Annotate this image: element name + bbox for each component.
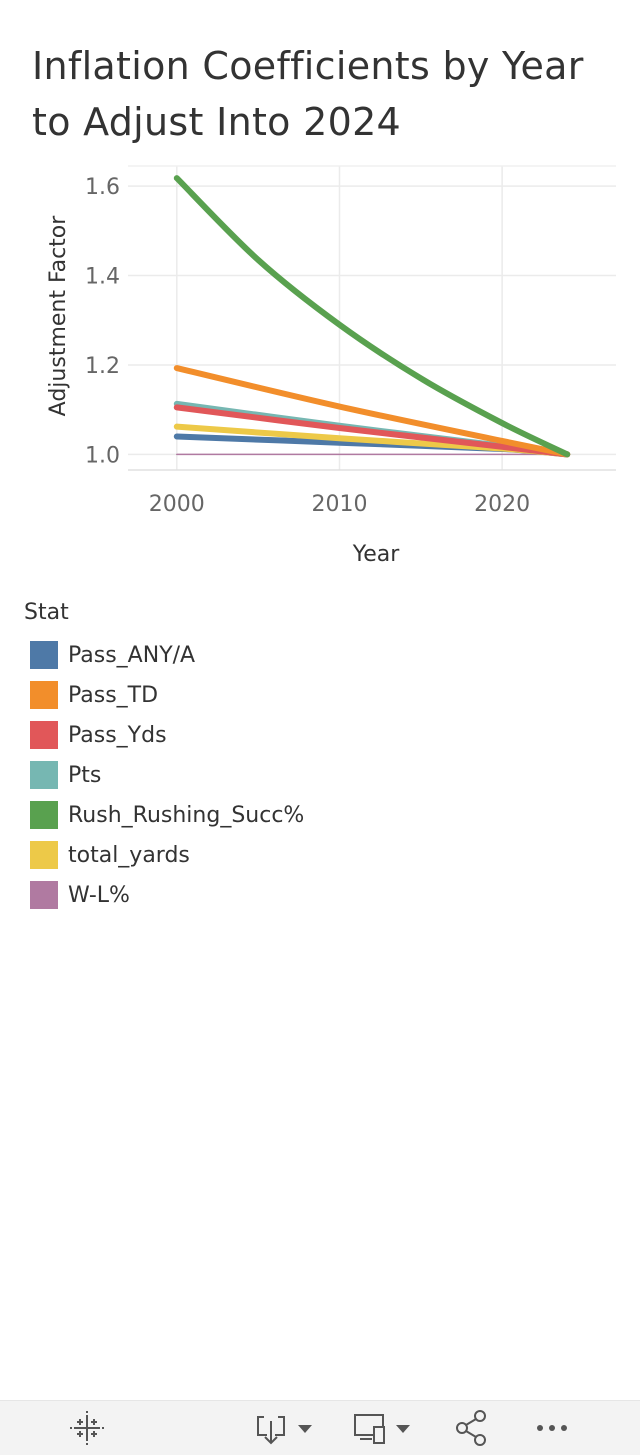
- axis-ticks: 2000 2010 2020 1.0 1.2 1.4 1.6: [85, 175, 530, 517]
- y-axis-label: Adjustment Factor: [46, 215, 71, 417]
- legend-item[interactable]: Pass_ANY/A: [24, 635, 304, 675]
- more-button[interactable]: [536, 1409, 568, 1447]
- tableau-logo-icon[interactable]: [68, 1409, 106, 1447]
- legend-label: total_yards: [68, 842, 190, 868]
- legend: Stat Pass_ANY/A Pass_TD Pass_Yds Pts Rush_Ru…: [24, 600, 304, 915]
- gridlines: [128, 165, 616, 471]
- legend-item[interactable]: W-L%: [24, 875, 304, 915]
- y-tick-label: 1.4: [85, 265, 120, 290]
- legend-label: Rush_Rushing_Succ%: [68, 802, 305, 828]
- x-tick-label: 2010: [311, 492, 367, 517]
- legend-item[interactable]: Pass_TD: [24, 675, 304, 715]
- legend-label: Pass_ANY/A: [68, 642, 196, 668]
- legend-item[interactable]: Rush_Rushing_Succ%: [24, 795, 304, 835]
- legend-label: W-L%: [68, 882, 130, 908]
- legend-item[interactable]: Pts: [24, 755, 304, 795]
- legend-swatch: [30, 801, 58, 829]
- x-tick-label: 2000: [149, 492, 205, 517]
- series-line-pass-td[interactable]: [173, 365, 571, 458]
- device-layout-icon: [354, 1414, 410, 1444]
- series-line-rush-rushing-succ-[interactable]: [173, 175, 571, 458]
- y-tick-label: 1.0: [85, 443, 120, 468]
- series-lines: [173, 175, 571, 458]
- x-axis-label: Year: [352, 542, 401, 567]
- y-tick-label: 1.2: [85, 354, 120, 379]
- more-icon: [537, 1425, 567, 1431]
- chart-area: 2000 2010 2020 1.0 1.2 1.4 1.6 Year Adjustment…: [46, 165, 616, 567]
- device-layout-button[interactable]: [352, 1409, 414, 1447]
- legend-label: Pass_Yds: [68, 722, 167, 748]
- legend-swatch: [30, 881, 58, 909]
- legend-swatch: [30, 761, 58, 789]
- legend-swatch: [30, 841, 58, 869]
- legend-swatch: [30, 681, 58, 709]
- legend-item[interactable]: Pass_Yds: [24, 715, 304, 755]
- legend-label: Pass_TD: [68, 682, 159, 708]
- chart-title: Inflation Coefficients by Year to Adjust…: [32, 44, 584, 144]
- share-icon: [456, 1410, 486, 1446]
- download-icon: [257, 1416, 312, 1445]
- share-button[interactable]: [454, 1409, 490, 1447]
- bottom-toolbar: [0, 1400, 640, 1455]
- x-tick-label: 2020: [474, 492, 530, 517]
- y-tick-label: 1.6: [85, 175, 120, 200]
- legend-title: Stat: [24, 600, 69, 625]
- legend-swatch: [30, 641, 58, 669]
- legend-item[interactable]: total_yards: [24, 835, 304, 875]
- legend-swatch: [30, 721, 58, 749]
- legend-label: Pts: [68, 762, 102, 788]
- download-button[interactable]: [254, 1409, 316, 1447]
